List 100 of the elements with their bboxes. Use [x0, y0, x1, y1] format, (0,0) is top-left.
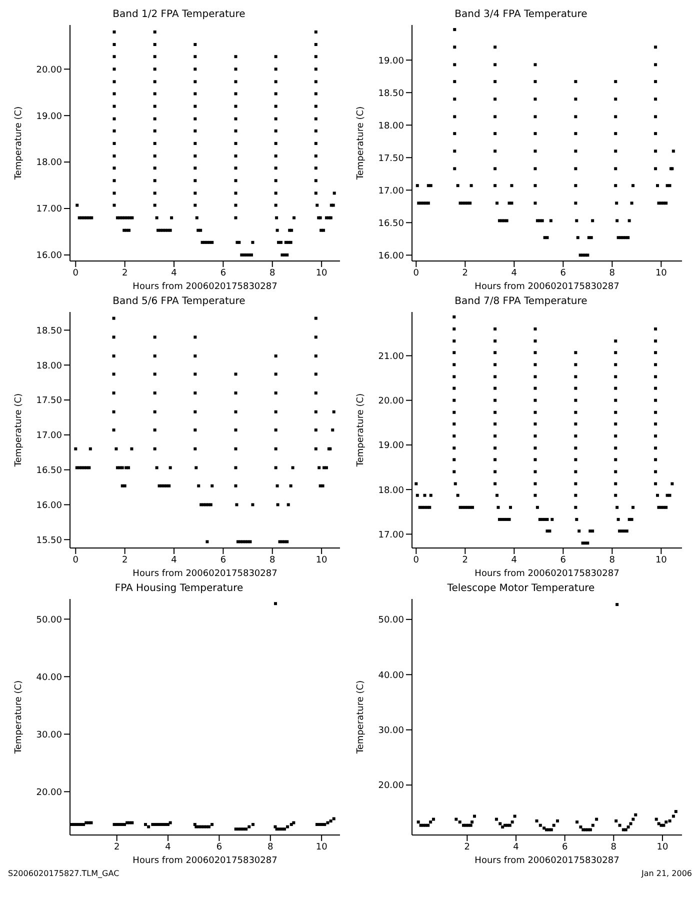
y-tick-label: 30.00 — [378, 726, 404, 736]
x-tick-label: 6 — [560, 555, 566, 566]
point — [674, 810, 678, 814]
y-tick-label: 50.00 — [36, 615, 62, 626]
text: Jan 21, 2006 — [640, 869, 692, 880]
point — [654, 818, 658, 821]
point — [130, 821, 134, 824]
point — [616, 603, 619, 606]
point — [634, 813, 638, 816]
x-tick-label: 0 — [72, 555, 79, 566]
y-tick-label: 20.00 — [36, 788, 62, 798]
point — [510, 820, 514, 824]
point — [664, 820, 668, 824]
point — [323, 822, 326, 826]
x-tick-label: 10 — [655, 555, 668, 566]
point — [144, 822, 147, 826]
y-tick-label: 19.00 — [378, 441, 404, 452]
y-tick-label: 40.00 — [378, 670, 404, 681]
point — [591, 824, 594, 827]
y-tick-label: 18.00 — [36, 158, 62, 168]
point — [244, 828, 248, 831]
point — [292, 821, 296, 824]
x-tick-label: 8 — [268, 842, 274, 852]
point — [629, 822, 632, 826]
y-tick-label: 50.00 — [378, 616, 404, 626]
x-axis-title: Hours from 2006020175830287 — [132, 282, 278, 292]
point — [626, 825, 630, 828]
x-axis-title: Hours from 2006020175830287 — [474, 569, 620, 579]
y-tick-label: 16.00 — [378, 251, 404, 262]
x-tick-label: 8 — [270, 555, 276, 566]
point — [332, 817, 336, 820]
point — [432, 818, 435, 821]
y-tick-label: 17.50 — [378, 154, 404, 164]
point — [286, 825, 290, 828]
y-tick-label: 16.00 — [36, 251, 62, 262]
y-tick-label: 16.00 — [36, 500, 62, 511]
point — [329, 820, 332, 823]
y-tick-label: 30.00 — [36, 730, 62, 740]
y-tick-label: 18.00 — [36, 361, 62, 372]
point — [579, 825, 582, 828]
point — [672, 814, 675, 818]
point — [123, 822, 126, 826]
x-tick-label: 8 — [610, 842, 617, 852]
point — [576, 820, 579, 824]
x-tick-label: 2 — [114, 842, 120, 852]
y-tick-label: 17.50 — [36, 396, 62, 406]
chart-title: Band 3/4 FPA Temperature — [454, 8, 588, 21]
x-tick-label: 4 — [511, 268, 518, 278]
point — [542, 826, 546, 830]
x-tick-label: 4 — [171, 268, 178, 278]
point — [251, 822, 254, 826]
y-tick-label: 17.00 — [36, 204, 62, 215]
x-tick-label: 2 — [122, 268, 128, 278]
x-tick-label: 10 — [655, 268, 668, 278]
x-tick-label: 8 — [609, 555, 616, 566]
x-tick-label: 8 — [270, 268, 276, 278]
point — [513, 814, 516, 818]
point — [595, 818, 598, 821]
chart-title: Band 5/6 FPA Temperature — [112, 295, 246, 308]
point — [166, 822, 170, 826]
y-tick-label: 16.50 — [378, 218, 404, 229]
point — [168, 821, 172, 824]
point — [508, 824, 512, 827]
point — [556, 819, 559, 822]
y-tick-label: 40.00 — [36, 672, 62, 683]
y-tick-label: 20.00 — [378, 781, 404, 792]
y-tick-label: 20.00 — [378, 396, 404, 407]
y-tick-label: 17.00 — [378, 530, 404, 540]
x-tick-label: 4 — [165, 842, 172, 852]
point — [668, 819, 672, 822]
point — [197, 825, 200, 828]
x-tick-label: 0 — [413, 268, 420, 278]
point — [147, 825, 150, 828]
point — [538, 824, 542, 827]
x-tick-label: 10 — [316, 268, 328, 278]
point — [454, 818, 458, 821]
y-tick-label: 16.50 — [36, 466, 62, 476]
x-tick-label: 0 — [413, 555, 420, 566]
point — [426, 824, 430, 827]
x-axis-title: Hours from 2006020175830287 — [132, 569, 278, 579]
x-axis-title: Hours from 2006020175830287 — [474, 282, 620, 292]
point — [618, 824, 622, 827]
x-tick-label: 10 — [316, 842, 328, 852]
x-tick-label: 6 — [562, 842, 568, 852]
point — [248, 825, 251, 828]
chart-title: Band 7/8 FPA Temperature — [454, 295, 588, 308]
point — [274, 602, 278, 606]
x-tick-label: 4 — [511, 555, 518, 566]
point — [470, 820, 474, 824]
y-tick-label: 20.00 — [36, 65, 62, 76]
y-tick-label: 18.50 — [378, 88, 404, 99]
y-axis-title: Temperature (C) — [14, 393, 24, 468]
point — [624, 828, 628, 832]
point — [632, 818, 635, 821]
point — [472, 814, 476, 818]
x-tick-label: 10 — [656, 842, 668, 852]
x-tick-label: 2 — [122, 555, 128, 566]
x-tick-label: 6 — [220, 555, 226, 566]
point — [662, 824, 666, 827]
y-tick-label: 18.00 — [378, 486, 404, 496]
